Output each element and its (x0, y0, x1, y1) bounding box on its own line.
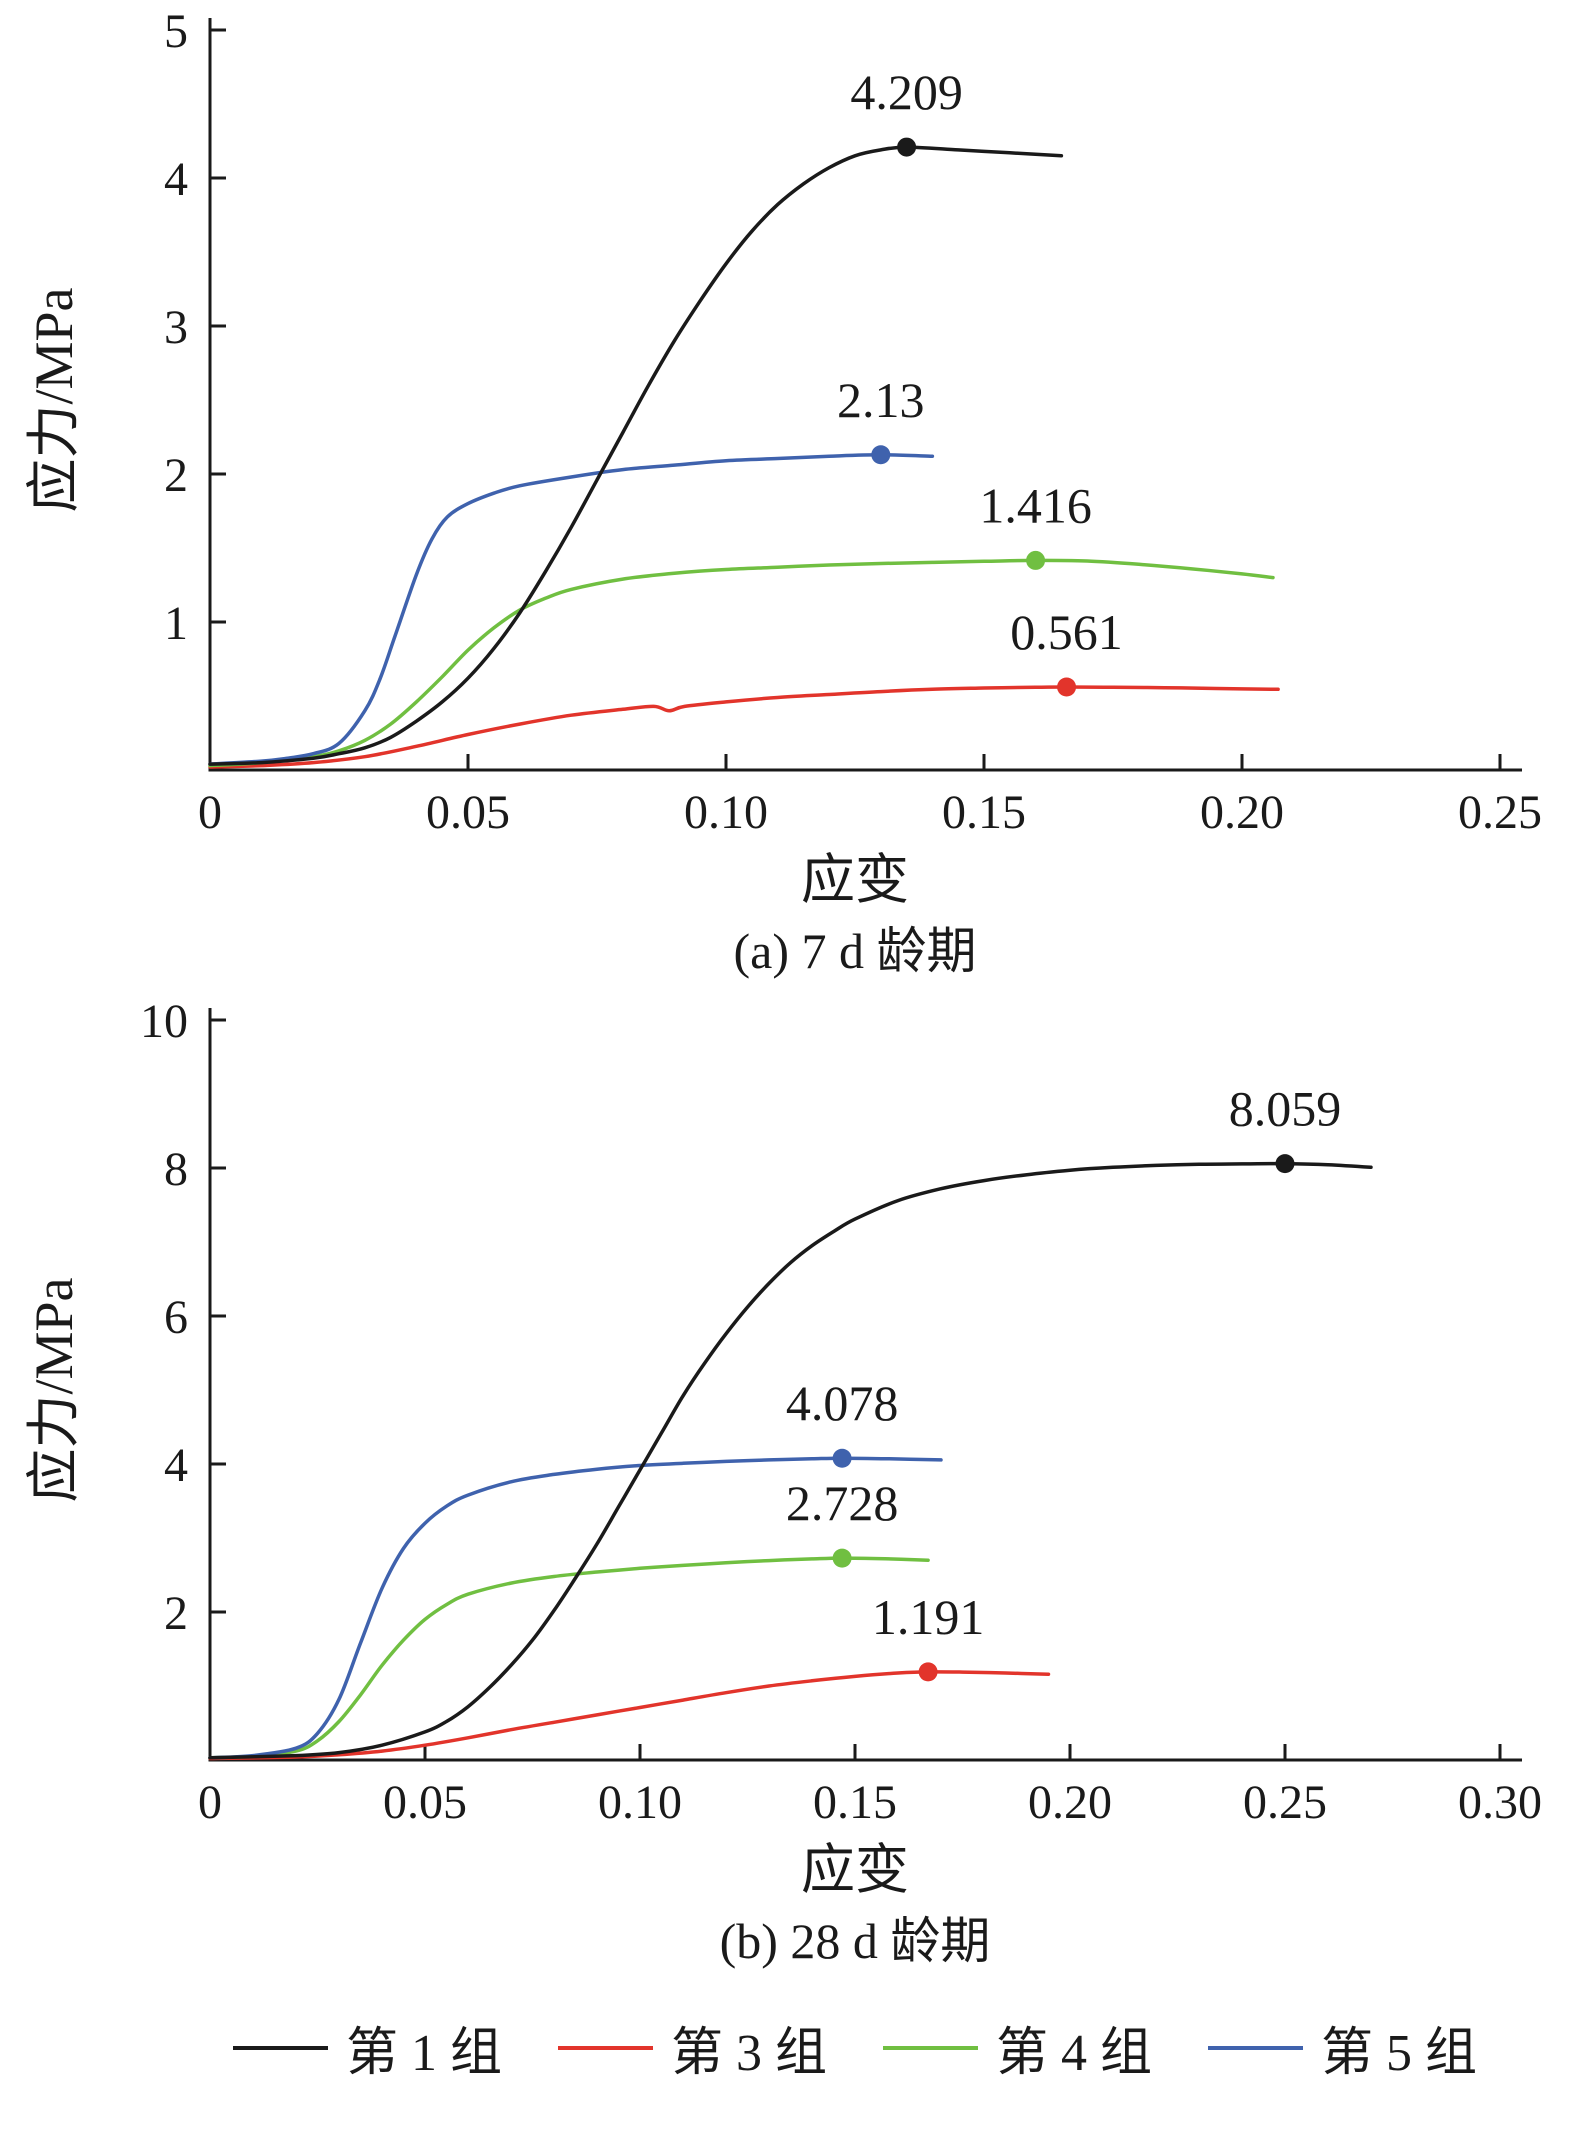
peak-marker-group-1 (897, 137, 917, 157)
peak-marker-group-1 (1275, 1154, 1295, 1174)
chart-a-ylabel: 应力/MPa (24, 287, 84, 512)
legend-label-1: 第 1 组 (345, 2025, 502, 2082)
chart-b-caption: (b) 28 d 龄期 (719, 1913, 991, 1969)
y-tick-label: 1 (164, 597, 188, 650)
series-group-4 (208, 1556, 930, 1760)
legend-line-4 (1208, 2045, 1304, 2050)
x-tick-label: 0.20 (1028, 1776, 1112, 1829)
x-tick-label: 0 (198, 1776, 222, 1829)
series-group-3 (208, 1670, 1051, 1761)
peak-marker-group-4 (832, 1548, 852, 1568)
y-tick-label: 2 (164, 1587, 188, 1640)
legend-item-2: 第 3 组 (557, 2010, 827, 2085)
series-group-5 (208, 453, 935, 766)
figure: 0 0.05 0.10 0.15 0.20 0.25 1 2 3 4 5 0.561 1.416 2.13… (0, 5, 1575, 2085)
chart-b: 0 0.05 0.10 0.15 0.20 0.25 0.30 2 4 6 8 10 1.191 2.72… (24, 995, 1542, 1900)
peak-label-group-3: 1.191 (872, 1589, 985, 1645)
peak-label-group-4: 1.416 (979, 477, 1092, 533)
chart-a-caption: (a) 7 d 龄期 (733, 923, 977, 979)
x-tick-label: 0.25 (1243, 1776, 1327, 1829)
peak-marker-group-4 (1026, 550, 1046, 570)
series-group-1 (208, 145, 1064, 766)
legend-label-2: 第 3 组 (670, 2025, 827, 2082)
chart-b-plot: 0 0.05 0.10 0.15 0.20 0.25 0.30 2 4 6 8 10 1.191 2.72… (140, 995, 1542, 1829)
chart-a: 0 0.05 0.10 0.15 0.20 0.25 1 2 3 4 5 0.561 1.416 2.13… (24, 5, 1542, 910)
x-tick-label: 0.05 (383, 1776, 467, 1829)
x-tick-label: 0 (198, 786, 222, 839)
peak-label-group-5: 2.13 (837, 372, 925, 428)
y-tick-label: 3 (164, 301, 188, 354)
series-group-5 (208, 1456, 943, 1760)
chart-a-plot: 0 0.05 0.10 0.15 0.20 0.25 1 2 3 4 5 0.561 1.416 2.13… (164, 5, 1542, 839)
x-tick-label: 0.15 (813, 1776, 897, 1829)
y-tick-label: 8 (164, 1143, 188, 1196)
legend-label-4: 第 5 组 (1321, 2025, 1478, 2082)
x-tick-label: 0.10 (684, 786, 768, 839)
y-tick-label: 2 (164, 449, 188, 502)
x-tick-label: 0.20 (1200, 786, 1284, 839)
legend-item-3: 第 4 组 (883, 2010, 1152, 2085)
peak-label-group-1: 8.059 (1229, 1081, 1342, 1137)
peak-label-group-5: 4.078 (786, 1375, 899, 1431)
peak-label-group-4: 2.728 (786, 1475, 899, 1531)
series-group-4 (208, 558, 1275, 768)
legend-item-4: 第 5 组 (1208, 2010, 1477, 2085)
y-tick-label: 5 (164, 5, 188, 58)
x-tick-label: 0.15 (942, 786, 1026, 839)
legend: 第 1 组 第 3 组 第 4 组 第 5 组 (0, 2010, 1575, 2085)
legend-line-1 (232, 2045, 328, 2050)
y-tick-label: 4 (164, 153, 188, 206)
x-tick-label: 0.05 (426, 786, 510, 839)
x-tick-label: 0.25 (1458, 786, 1542, 839)
peak-marker-group-3 (1057, 677, 1077, 697)
legend-label-3: 第 4 组 (996, 2025, 1153, 2082)
x-tick-label: 0.30 (1458, 1776, 1542, 1829)
chart-b-xlabel: 应变 (801, 1840, 909, 1900)
chart-b-ylabel: 应力/MPa (24, 1277, 84, 1502)
legend-line-3 (883, 2045, 978, 2050)
legend-item-1: 第 1 组 (232, 2010, 502, 2085)
x-tick-label: 0.10 (598, 1776, 682, 1829)
peak-label-group-3: 0.561 (1010, 604, 1123, 660)
peak-label-group-1: 4.209 (850, 64, 963, 120)
chart-a-xlabel: 应变 (801, 850, 909, 910)
y-tick-label: 4 (164, 1439, 188, 1492)
y-tick-label: 6 (164, 1291, 188, 1344)
peak-marker-group-5 (871, 445, 891, 465)
peak-marker-group-5 (832, 1448, 852, 1468)
legend-line-2 (557, 2045, 653, 2050)
y-tick-label: 10 (140, 995, 188, 1048)
series-group-1 (208, 1161, 1373, 1760)
peak-marker-group-3 (918, 1662, 938, 1682)
